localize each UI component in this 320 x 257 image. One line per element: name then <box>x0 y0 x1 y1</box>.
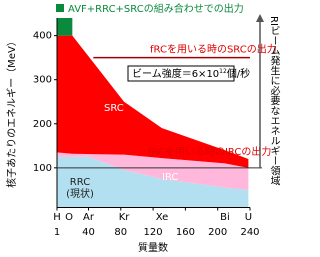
x-axis-label: 質量数 <box>138 241 168 254</box>
x-tick-label: 40 <box>82 227 95 238</box>
x-tick-label: 240 <box>240 227 259 238</box>
x-tick-label: 160 <box>176 227 195 238</box>
area <box>57 156 249 208</box>
element-label: U <box>245 212 252 223</box>
legend-swatch <box>56 4 64 12</box>
ri-arrowhead <box>256 14 264 22</box>
element-label: Kr <box>119 212 131 223</box>
intensity-sup: 12 <box>219 68 227 75</box>
y-tick-label: 100 <box>33 163 52 174</box>
element-label: Ar <box>83 212 95 223</box>
x-tick-label: 80 <box>114 227 127 238</box>
intensity-text: ビーム強度＝6×1012個/秒 <box>132 67 250 80</box>
y-tick-label: 200 <box>33 119 52 130</box>
area <box>57 18 73 36</box>
element-label: O <box>65 212 73 223</box>
intensity-post: 個/秒 <box>227 67 250 80</box>
area-label: IRC <box>162 172 178 183</box>
chart: AVF+RRC+SRCの組み合わせでの出力 核子あたりのエネルギー（MeV） 質… <box>5 2 280 254</box>
intensity-box <box>127 65 235 82</box>
area-label: RRC <box>70 177 90 188</box>
area-sublabel: (現状) <box>66 187 94 200</box>
x-tick-label: 120 <box>144 227 163 238</box>
ri-note: RIビーム発生に必要なエネルギー領域 <box>268 16 280 186</box>
y-tick-label: 300 <box>33 75 52 86</box>
intensity-pre: ビーム強度＝6×10 <box>132 67 219 80</box>
x-tick-label: 200 <box>208 227 227 238</box>
top-annotation: AVF+RRC+SRCの組み合わせでの出力 <box>68 2 244 15</box>
x-tick-label: 1 <box>54 227 60 238</box>
irc-line-label: fRCを用いる時のIRCの出力 <box>148 145 271 158</box>
element-label: Xe <box>156 212 169 223</box>
src-line-label: fRCを用いる時のSRCの出力 <box>150 43 277 56</box>
y-tick-label: 400 <box>33 31 52 42</box>
area-label: SRC <box>104 103 124 114</box>
y-axis-label: 核子あたりのエネルギー（MeV） <box>5 36 18 188</box>
element-label: H <box>53 212 61 223</box>
element-label: Bi <box>220 212 230 223</box>
area <box>57 152 249 190</box>
area <box>57 35 249 168</box>
